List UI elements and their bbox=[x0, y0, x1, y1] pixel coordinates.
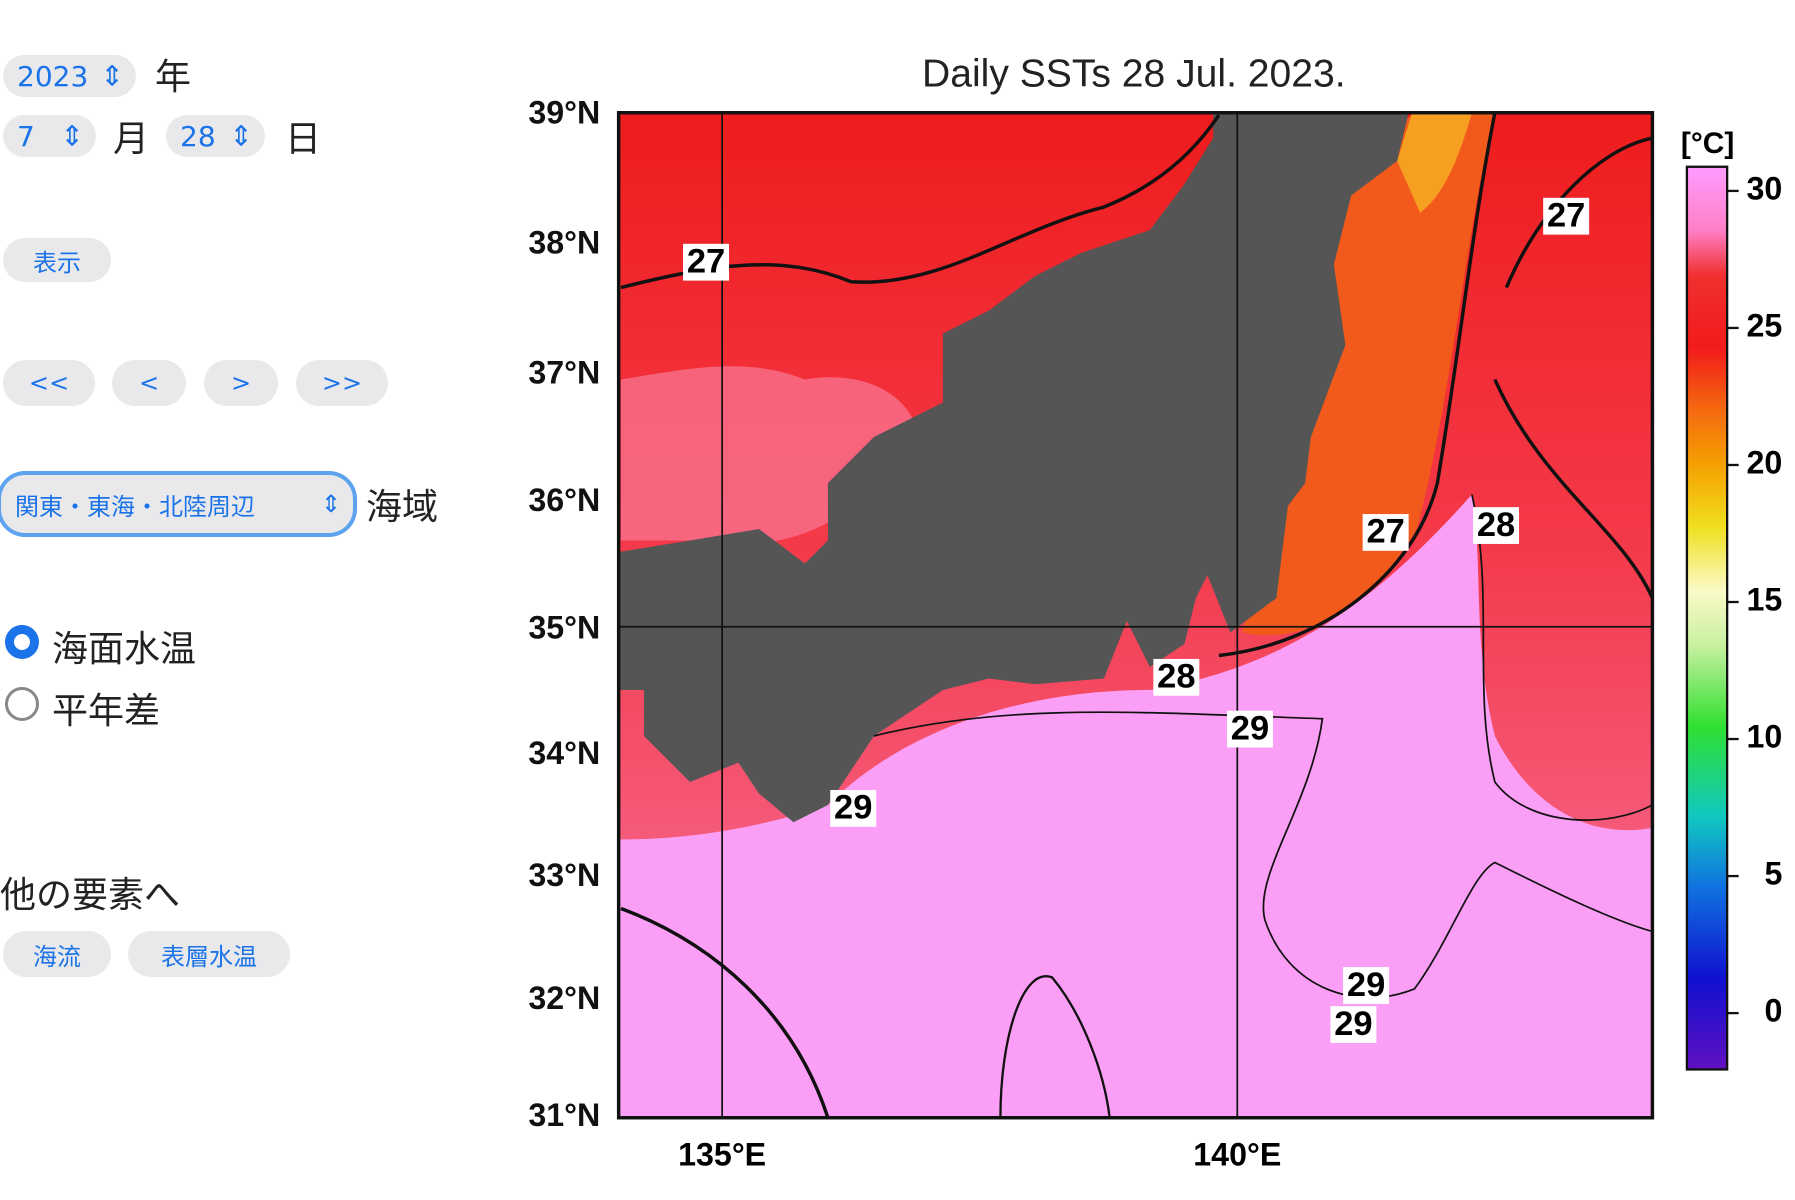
other-heading: 他の要素へ bbox=[0, 875, 181, 916]
contour-label: 28 bbox=[1477, 506, 1515, 544]
contour-label-box bbox=[1362, 514, 1409, 551]
colorbar bbox=[1685, 165, 1729, 1071]
contour-label: 28 bbox=[1157, 658, 1195, 696]
mode-label: 平年差 bbox=[52, 691, 161, 732]
contour-label: 27 bbox=[1366, 513, 1404, 551]
contour-label-box bbox=[1226, 710, 1273, 748]
colorbar-tick-label: 20 bbox=[1747, 444, 1783, 480]
lon-label: 140°E bbox=[1193, 1136, 1281, 1172]
map-frame bbox=[616, 111, 1655, 1120]
other-link[interactable]: 海流 bbox=[3, 931, 111, 977]
colorbar-tick-label: 5 bbox=[1764, 856, 1782, 892]
contour-label: 29 bbox=[834, 789, 872, 827]
mode-label: 海面水温 bbox=[52, 629, 197, 670]
nav-button[interactable]: < bbox=[112, 360, 186, 406]
lat-label: 36°N bbox=[528, 482, 600, 518]
nav-button[interactable]: << bbox=[3, 360, 95, 406]
lat-label: 37°N bbox=[528, 354, 600, 390]
contour-label: 29 bbox=[1334, 1005, 1372, 1043]
nav-button[interactable]: > bbox=[204, 360, 278, 406]
lon-label: 135°E bbox=[678, 1136, 766, 1172]
day-select[interactable]: 28 ⇕ bbox=[166, 115, 265, 157]
colorbar-tick-label: 25 bbox=[1747, 307, 1783, 343]
colorbar-tick-label: 15 bbox=[1747, 582, 1783, 618]
lat-label: 34°N bbox=[528, 735, 600, 771]
contour-label: 27 bbox=[687, 242, 725, 280]
day-value: 28 bbox=[180, 119, 216, 153]
year-value: 2023 bbox=[17, 59, 89, 93]
radio-anomaly[interactable] bbox=[5, 687, 39, 721]
lat-label: 38°N bbox=[528, 224, 600, 260]
lat-label: 31°N bbox=[528, 1097, 600, 1133]
colorbar-unit: [°C] bbox=[1681, 127, 1734, 160]
contour-label: 29 bbox=[1231, 709, 1269, 747]
region-select[interactable]: 関東・東海・北陸周辺 ⇕ bbox=[1, 475, 353, 533]
map-title: Daily SSTs 28 Jul. 2023. bbox=[922, 52, 1346, 95]
region-value: 関東・東海・北陸周辺 bbox=[15, 492, 255, 521]
region-unit: 海域 bbox=[366, 487, 439, 528]
sea-cool bbox=[1241, 112, 1495, 636]
colorbar-tick-label: 10 bbox=[1747, 719, 1783, 755]
nav-button[interactable]: >> bbox=[296, 360, 388, 406]
contour-label-box bbox=[683, 243, 730, 281]
sea-cooler bbox=[1397, 112, 1472, 213]
day-unit: 日 bbox=[285, 119, 322, 160]
month-value: 7 bbox=[17, 119, 35, 153]
lat-label: 32°N bbox=[528, 980, 600, 1016]
other-link[interactable]: 表層水温 bbox=[128, 931, 290, 977]
lat-label: 33°N bbox=[528, 857, 600, 893]
contour-label-box bbox=[1473, 507, 1520, 544]
contour-label-box bbox=[1543, 197, 1590, 235]
year-unit: 年 bbox=[155, 57, 192, 98]
contour-label-box bbox=[1330, 1006, 1377, 1044]
lat-label: 35°N bbox=[528, 610, 600, 646]
colorbar-tick-label: 30 bbox=[1747, 170, 1783, 206]
land bbox=[618, 112, 1409, 823]
month-select[interactable]: 7 ⇕ bbox=[3, 115, 96, 157]
contour-label-box bbox=[830, 790, 877, 827]
month-unit: 月 bbox=[113, 119, 150, 160]
colorbar-tick-label: 0 bbox=[1764, 993, 1782, 1029]
radio-sst[interactable] bbox=[5, 625, 39, 659]
show-button[interactable]: 表示 bbox=[3, 238, 111, 282]
lat-label: 39°N bbox=[528, 95, 600, 131]
year-select[interactable]: 2023 ⇕ bbox=[3, 55, 136, 97]
contour-label-box bbox=[1153, 658, 1200, 696]
contour-label: 29 bbox=[1347, 966, 1385, 1004]
contour-label-box bbox=[1343, 967, 1390, 1004]
contour-label: 27 bbox=[1547, 196, 1585, 234]
